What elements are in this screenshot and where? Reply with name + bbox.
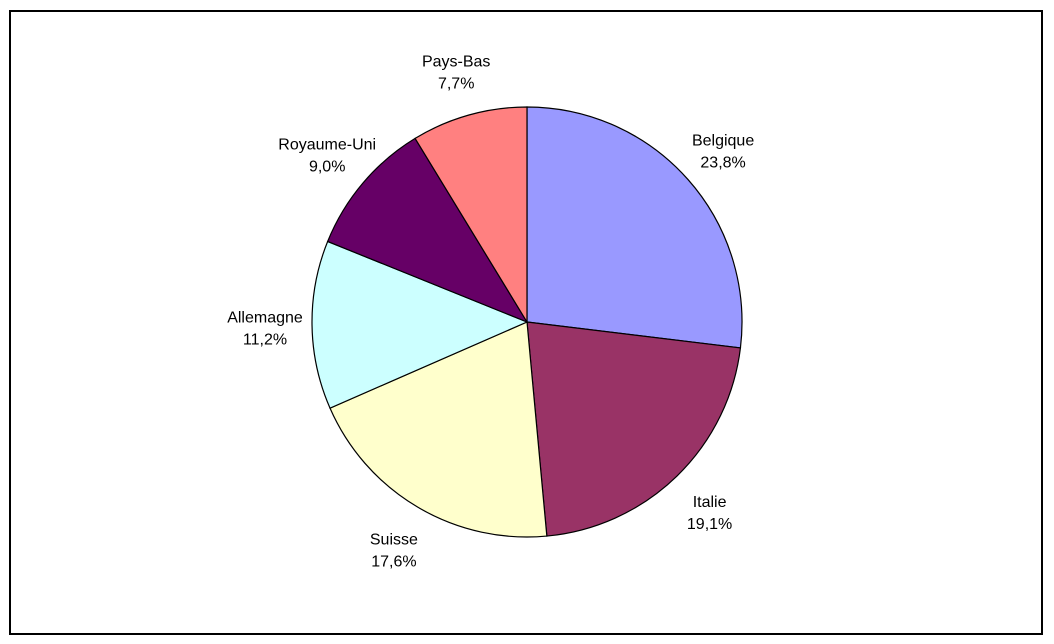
pie-slice-allemagne (311, 240, 529, 409)
pie-slice-royaume-uni (326, 137, 529, 324)
data-label-suisse: Suisse 17,6% (370, 532, 418, 571)
slice-value-label: 9,0% (309, 159, 345, 176)
slice-category-label: Italie (693, 494, 727, 511)
slice-category-label: Suisse (370, 532, 418, 549)
data-label-italie: Italie 19,1% (687, 494, 732, 533)
data-label-belgique: Belgique 23,8% (692, 132, 754, 171)
slice-category-label: Belgique (692, 132, 754, 149)
slice-value-label: 17,6% (371, 554, 416, 571)
slice-value-label: 23,8% (700, 154, 745, 171)
slice-category-label: Pays-Bas (422, 54, 490, 71)
pie-slices (311, 106, 743, 538)
data-label-pays-bas: Pays-Bas 7,7% (422, 54, 490, 93)
slice-value-label: 19,1% (687, 516, 732, 533)
slice-value-label: 7,7% (438, 76, 474, 93)
pie-labels: Belgique 23,8% Italie 19,1% Suisse 17,6% Allem… (227, 54, 754, 571)
data-label-royaume-uni: Royaume-Uni 9,0% (278, 137, 376, 176)
pie-slice-belgique (526, 106, 743, 349)
pie-slice-pays-bas (414, 106, 528, 325)
slice-value-label: 11,2% (243, 332, 287, 349)
pie-slice-suisse (329, 321, 548, 538)
slice-category-label: Royaume-Uni (278, 137, 376, 154)
data-label-allemagne: Allemagne 11,2% (227, 310, 303, 349)
slice-category-label: Allemagne (227, 310, 303, 327)
pie-slice-italie (526, 321, 742, 537)
